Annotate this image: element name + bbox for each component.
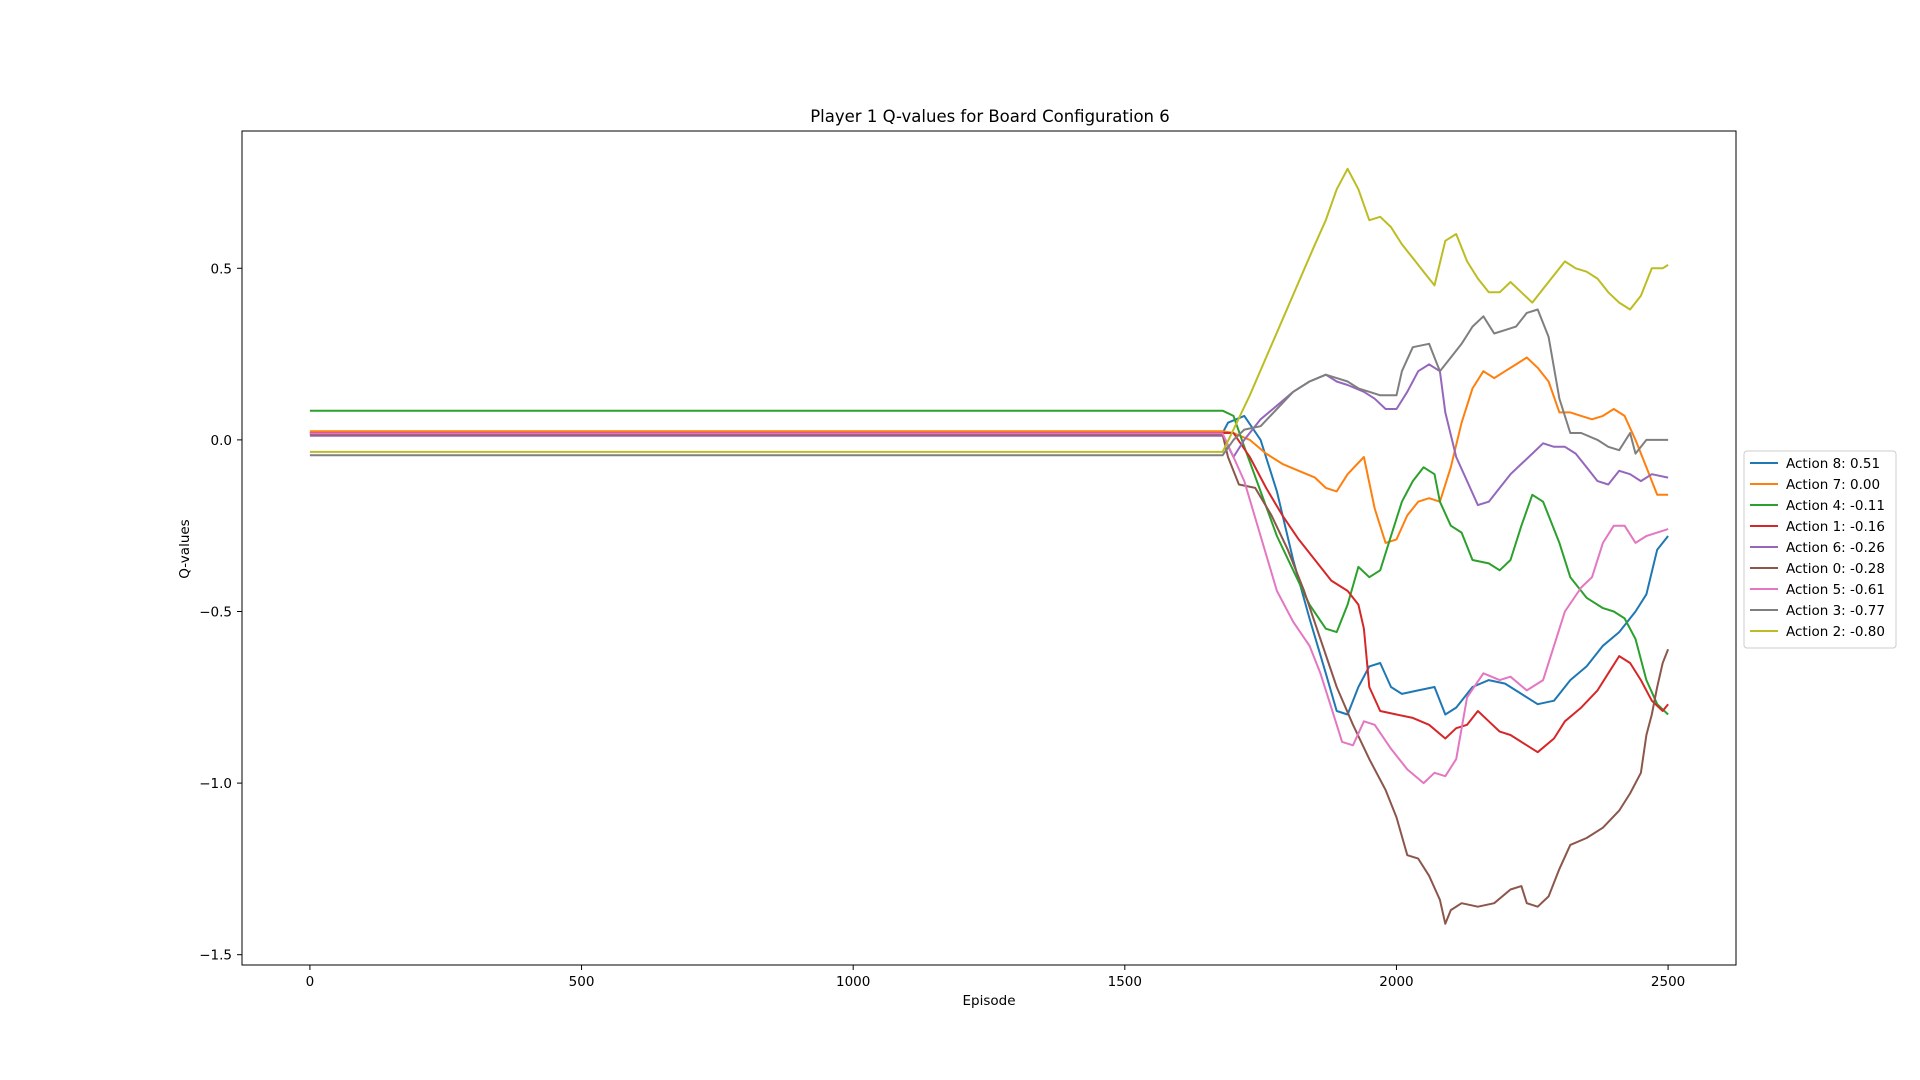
y-tick-label: 0.5 bbox=[211, 261, 232, 277]
chart-title: Player 1 Q-values for Board Configuratio… bbox=[810, 107, 1170, 126]
legend-label: Action 1: -0.16 bbox=[1786, 519, 1885, 535]
series-line-1 bbox=[309, 356, 1669, 544]
legend-label: Action 3: -0.77 bbox=[1786, 603, 1885, 619]
legend-label: Action 0: -0.28 bbox=[1786, 561, 1885, 577]
x-tick-label: 1500 bbox=[1108, 974, 1142, 990]
plot-frame bbox=[241, 130, 1737, 966]
series-line-0 bbox=[309, 414, 1669, 716]
y-tick-label: −1.5 bbox=[199, 948, 232, 964]
y-tick-label: −1.0 bbox=[199, 776, 232, 792]
series-line-3 bbox=[309, 432, 1669, 754]
y-axis: −1.5 −1.0 −0.5 0.0 0.5 bbox=[199, 261, 242, 964]
series-line-8 bbox=[309, 167, 1669, 453]
legend-box bbox=[1743, 450, 1897, 649]
series-layer bbox=[309, 167, 1670, 925]
y-axis-title: Q-values bbox=[177, 519, 193, 578]
y-tick-label: −0.5 bbox=[199, 604, 232, 620]
legend-label: Action 2: -0.80 bbox=[1786, 624, 1885, 640]
legend-label: Action 5: -0.61 bbox=[1786, 582, 1885, 598]
series-line-5 bbox=[309, 433, 1670, 925]
x-tick-label: 2500 bbox=[1651, 974, 1685, 990]
series-line-6 bbox=[309, 432, 1669, 785]
legend-label: Action 8: 0.51 bbox=[1786, 456, 1880, 472]
x-tick-label: 500 bbox=[569, 974, 595, 990]
x-axis-title: Episode bbox=[962, 993, 1015, 1009]
x-tick-label: 0 bbox=[306, 974, 315, 990]
x-tick-label: 1000 bbox=[836, 974, 870, 990]
y-tick-label: 0.0 bbox=[211, 433, 232, 449]
legend: Action 8: 0.51 Action 7: 0.00 Action 4: -0… bbox=[1743, 450, 1897, 649]
series-line-2 bbox=[309, 409, 1669, 716]
x-axis: 0 500 1000 1500 2000 2500 bbox=[306, 965, 1685, 990]
legend-label: Action 6: -0.26 bbox=[1786, 540, 1885, 556]
legend-label: Action 4: -0.11 bbox=[1786, 498, 1885, 514]
legend-label: Action 7: 0.00 bbox=[1786, 477, 1880, 493]
x-tick-label: 2000 bbox=[1379, 974, 1413, 990]
series-line-7 bbox=[309, 308, 1669, 457]
